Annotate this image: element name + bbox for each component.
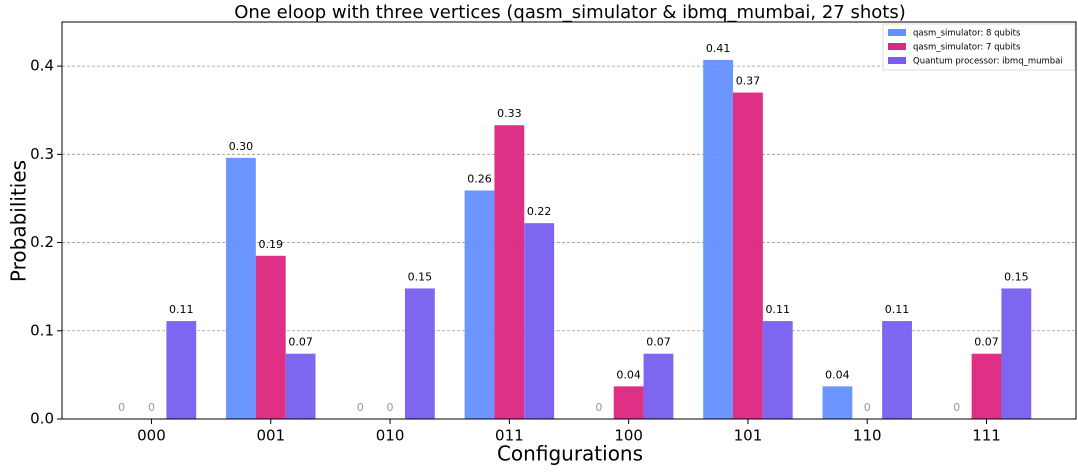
legend-label: qasm_simulator: 7 qubits: [913, 43, 1021, 53]
legend-box: [882, 23, 1076, 71]
value-label: 0.22: [527, 205, 552, 218]
value-label: 0.11: [766, 303, 791, 316]
value-label: 0.30: [229, 140, 254, 153]
legend-label: qasm_simulator: 8 qubits: [913, 29, 1021, 39]
x-tick-label: 000: [137, 427, 166, 445]
value-label: 0.19: [259, 238, 284, 251]
bar: [613, 386, 644, 419]
x-tick-label: 111: [972, 427, 1001, 445]
bar: [971, 353, 1002, 419]
bar: [733, 92, 763, 420]
value-label: 0: [118, 401, 125, 414]
x-tick-label: 011: [495, 427, 524, 445]
value-label: 0: [595, 401, 602, 414]
value-label: 0.11: [885, 303, 910, 316]
chart-title: One eloop with three vertices (qasm_simu…: [234, 2, 905, 23]
x-tick-label: 101: [734, 427, 763, 445]
bar: [166, 321, 197, 419]
value-label: 0.15: [408, 270, 433, 283]
plot-frame: [61, 21, 1077, 420]
bar: [643, 353, 674, 419]
y-tick-label: 0.0: [30, 410, 54, 428]
bar: [822, 386, 853, 419]
legend-swatch: [888, 29, 906, 36]
value-label: 0.07: [288, 336, 313, 349]
value-label: 0.04: [616, 368, 641, 381]
y-tick-label: 0.3: [30, 145, 54, 163]
x-tick-label: 010: [376, 427, 405, 445]
bar: [762, 321, 793, 419]
x-tick-label: 001: [256, 427, 285, 445]
legend-swatch: [888, 57, 906, 64]
legend-swatch: [888, 43, 906, 50]
bar: [226, 157, 256, 419]
bar: [404, 288, 435, 419]
y-axis-label: Probabilities: [7, 160, 31, 282]
value-label: 0.11: [169, 303, 194, 316]
value-label: 0.07: [646, 336, 671, 349]
legend-label: Quantum processor: ibmq_mumbai: [913, 57, 1063, 67]
y-tick-label: 0.2: [30, 233, 54, 251]
value-label: 0.37: [736, 75, 761, 88]
bar: [524, 223, 555, 419]
y-tick-label: 0.4: [30, 57, 54, 75]
bar: [494, 125, 525, 419]
bar: [255, 255, 286, 419]
bar: [882, 321, 912, 419]
value-label: 0: [864, 401, 871, 414]
x-axis-label: Configurations: [497, 442, 643, 466]
bar: [285, 353, 316, 419]
value-label: 0: [148, 401, 155, 414]
value-label: 0.33: [497, 107, 522, 120]
value-label: 0.26: [467, 173, 492, 186]
value-label: 0.04: [825, 368, 850, 381]
x-tick-label: 110: [853, 427, 882, 445]
value-label: 0.41: [706, 42, 731, 55]
value-label: 0.07: [974, 336, 999, 349]
value-label: 0: [953, 401, 960, 414]
bar: [1001, 288, 1032, 419]
bar: [464, 190, 495, 419]
x-tick-label: 100: [614, 427, 643, 445]
value-label: 0: [387, 401, 394, 414]
y-tick-label: 0.1: [30, 321, 54, 339]
bar: [703, 59, 734, 420]
value-label: 0.15: [1004, 270, 1029, 283]
value-label: 0: [357, 401, 364, 414]
